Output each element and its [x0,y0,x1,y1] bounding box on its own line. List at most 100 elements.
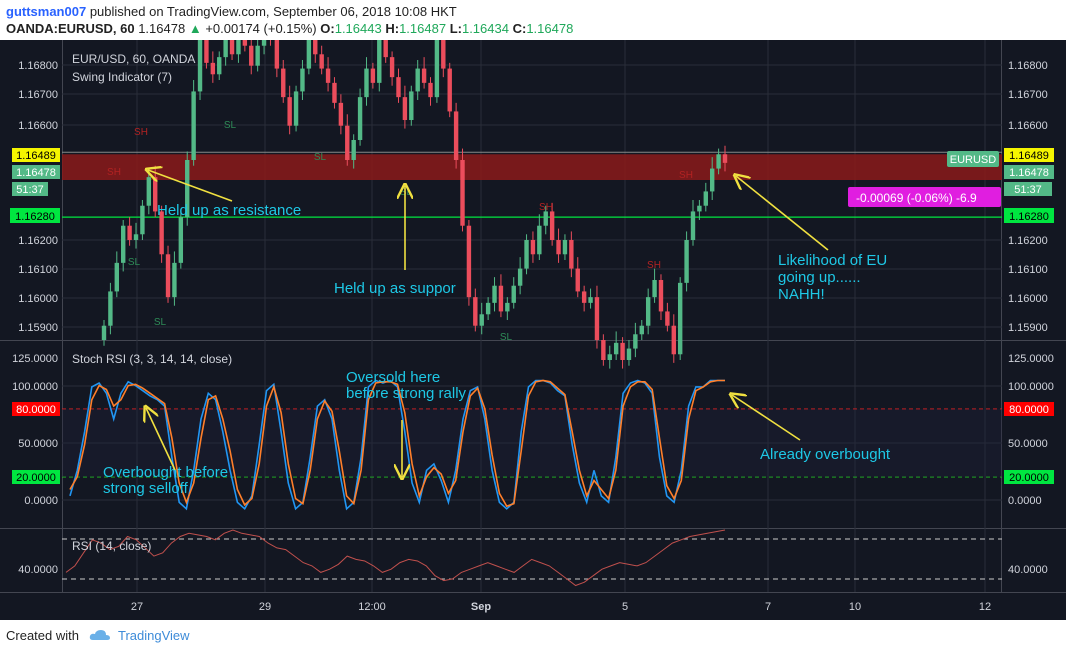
stoch-tick-right: 50.0000 [1008,438,1048,450]
candle-body [114,262,120,292]
candle-body [645,297,651,326]
stoch-tick: 100.0000 [12,381,58,393]
candle-body [293,91,299,126]
stoch-tick: 0.0000 [24,495,58,507]
rsi-tick: 40.0000 [18,564,58,576]
countdown-right-text: 51:37 [1014,184,1042,196]
rsi-pane[interactable] [62,530,1002,592]
annotation-likelihood-2: going up...... [778,269,861,286]
last-price: 1.16478 [138,21,186,36]
price-title: EUR/USD, 60, OANDA [72,52,195,66]
candle-body [421,68,427,83]
swing-indicator-title: Swing Indicator (7) [72,70,172,84]
candle-body [543,211,548,226]
stoch-80-tag-text: 80.0000 [16,404,56,416]
candle-body [569,240,574,269]
arrow-already-overbought [732,395,801,441]
candle-body [332,82,337,103]
stoch-20-tag-right-text: 20.0000 [1009,472,1049,484]
candle-body [709,168,715,192]
swing-label: SL [400,187,413,198]
close-label: C: [512,21,527,36]
created-with: Created with [6,628,79,643]
candle-body [556,240,561,255]
annotation-oversold-2: before strong rally [346,385,467,402]
price-tag-support [10,208,60,223]
symbol-tag[interactable] [947,151,999,167]
candle-body [473,297,478,326]
arrow-resistance [148,170,233,202]
candle-body [415,68,420,92]
candle-body [575,268,580,292]
candle-body [313,40,318,55]
candle-body [204,40,209,63]
candle-body [492,285,497,303]
candle-body [671,325,676,355]
low-value: 1.16434 [461,21,509,36]
candle-body [396,77,401,98]
candle-body [351,140,356,160]
candle-body [562,240,568,255]
y-tick: 1.16700 [18,89,58,101]
candle-body [133,234,139,240]
candle-body [197,40,203,92]
price-tag-high-right [1004,148,1054,162]
candle-body [325,68,331,83]
stoch-lines [69,379,725,511]
candle-body [217,57,222,75]
candle-body [665,311,670,326]
annotation-overbought-1: Overbought before [103,464,228,481]
measure-tag[interactable] [848,187,1001,207]
annotation-support: Held up as suppor [334,280,456,297]
candles [101,14,728,369]
open-label: O: [320,21,335,36]
stoch-80-tag-right-text: 80.0000 [1009,404,1049,416]
author-link[interactable]: guttsman007 [6,4,87,19]
candle-body [229,40,235,55]
candle-body [537,225,542,255]
candle-body [357,97,363,140]
candle-body [633,334,638,349]
candle-body [172,262,177,298]
candle-body [620,342,625,360]
candle-body [722,154,728,163]
candle-body [505,302,510,312]
x-tick: 29 [259,601,271,613]
measure-tag-text: -0.00069 (-0.06%) -6.9 [856,191,977,205]
stoch-title: Stoch RSI (3, 3, 14, 14, close) [72,352,232,366]
candle-body [460,160,465,226]
candle-body [549,211,555,240]
candle-body [108,291,113,326]
candle-body [690,211,696,240]
stoch-axis: 125.0000 100.0000 50.0000 0.0000 125.000… [12,353,1054,507]
swing-label: SH [647,260,661,271]
stoch-80-tag-right [1004,402,1054,416]
price-tag-support-right [1004,208,1054,223]
countdown-tag-right [1004,182,1052,196]
stoch-tick-right: 125.0000 [1008,353,1054,365]
swing-label: SL [314,152,327,163]
annotation-already-overbought: Already overbought [760,446,891,463]
swing-label: SH [539,202,553,213]
candle-body [345,125,350,160]
price-change: +0.00174 (+0.15%) [205,21,317,36]
price-tag-high-right-text: 1.16489 [1009,150,1049,162]
candle-body [140,205,145,235]
candle-body [159,211,164,255]
x-tick: 12:00 [358,601,386,613]
price-pane[interactable] [62,40,1002,340]
tradingview-brand[interactable]: TradingView [118,628,190,643]
candle-body [255,45,260,66]
price-tag-high [12,148,60,162]
symbol-tag-text: EURUSD [950,154,997,166]
resistance-zone[interactable] [62,154,1002,180]
countdown-text: 51:37 [16,184,44,196]
chart-svg[interactable]: SH SH SL SL SL SL SL SH SH SH SL EUR/USD, 60, OAND… [0,14,1066,620]
candle-body [370,68,376,83]
y-tick-right: 1.16000 [1008,293,1048,305]
stoch-tick-right: 100.0000 [1008,381,1054,393]
chart-area[interactable]: SH SH SL SL SL SL SL SH SH SH SL EUR/USD, 60, OAND… [0,14,1066,620]
cloud-icon [89,629,111,644]
stoch-pane[interactable] [62,342,1002,528]
swing-label: SH [134,127,148,138]
